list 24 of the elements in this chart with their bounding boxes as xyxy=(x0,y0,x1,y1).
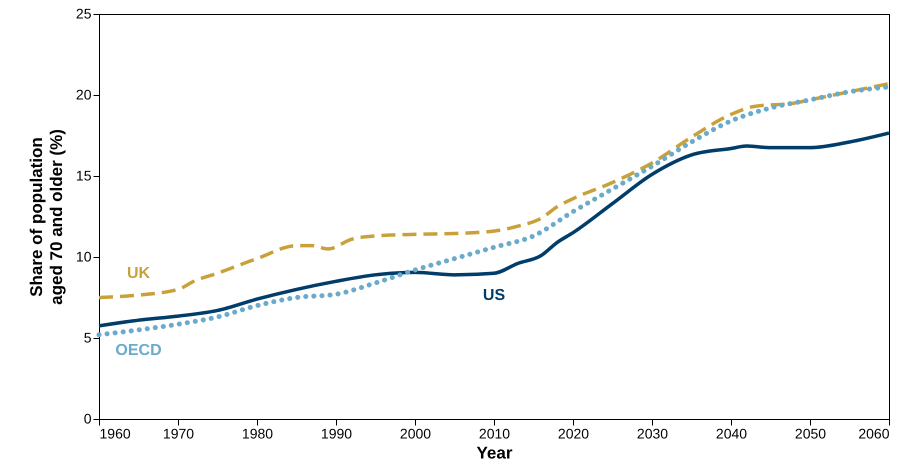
x-tick-label: 2010 xyxy=(478,426,510,442)
line-series xyxy=(97,131,891,328)
x-tick-label: 2030 xyxy=(636,426,668,442)
x-axis-title: Year xyxy=(476,444,513,462)
series-label: OECD xyxy=(115,342,162,359)
x-tick-label: 2040 xyxy=(716,426,748,442)
x-tick-label: 2060 xyxy=(858,426,890,442)
line-series xyxy=(97,82,891,300)
y-tick-label: 20 xyxy=(76,86,92,102)
x-tick-label: 2050 xyxy=(794,426,826,442)
x-tick-label: 2000 xyxy=(400,426,432,442)
y-tick-label: 10 xyxy=(76,248,92,264)
y-tick-label: 15 xyxy=(76,168,92,184)
y-tick-label: 25 xyxy=(76,6,92,22)
x-tick-label: 1980 xyxy=(242,426,274,442)
x-tick-label: 1990 xyxy=(320,426,352,442)
y-axis-title: Share of population aged 70 and older (%) xyxy=(26,129,66,305)
x-tick-label: 1960 xyxy=(100,426,131,442)
series-label: UK xyxy=(126,265,150,282)
y-tick-label: 5 xyxy=(84,330,92,346)
x-tick-label: 2020 xyxy=(558,426,590,442)
series-label: US xyxy=(482,287,506,304)
y-tick-label: 0 xyxy=(84,410,92,426)
x-tick-label: 1970 xyxy=(162,426,194,442)
